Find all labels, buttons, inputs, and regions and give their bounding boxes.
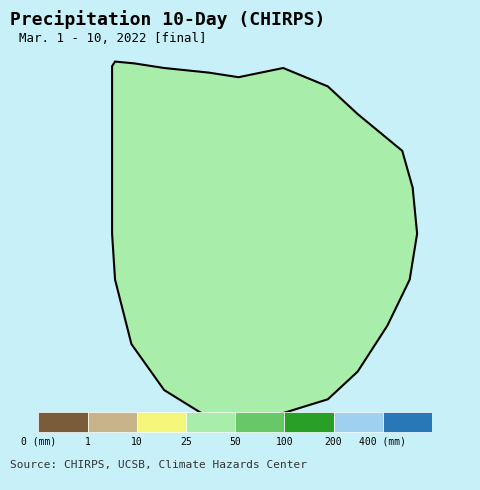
Text: 0 (mm): 0 (mm)	[21, 437, 56, 446]
Text: 25: 25	[180, 437, 192, 446]
Text: 400 (mm): 400 (mm)	[360, 437, 406, 446]
Bar	[186, 412, 235, 432]
Text: Mar. 1 - 10, 2022 [final]: Mar. 1 - 10, 2022 [final]	[19, 32, 207, 45]
Text: Source: CHIRPS, UCSB, Climate Hazards Center: Source: CHIRPS, UCSB, Climate Hazards Ce…	[10, 461, 307, 470]
Polygon shape	[112, 62, 417, 422]
Text: Precipitation 10-Day (CHIRPS): Precipitation 10-Day (CHIRPS)	[10, 10, 325, 29]
Bar	[284, 412, 334, 432]
Text: 100: 100	[276, 437, 293, 446]
Text: 10: 10	[131, 437, 143, 446]
Bar	[87, 412, 137, 432]
Text: 50: 50	[229, 437, 241, 446]
Bar	[334, 412, 383, 432]
Bar	[137, 412, 186, 432]
Bar	[235, 412, 284, 432]
Bar	[38, 412, 87, 432]
Bar	[383, 412, 432, 432]
Text: 200: 200	[325, 437, 342, 446]
Text: 1: 1	[84, 437, 91, 446]
